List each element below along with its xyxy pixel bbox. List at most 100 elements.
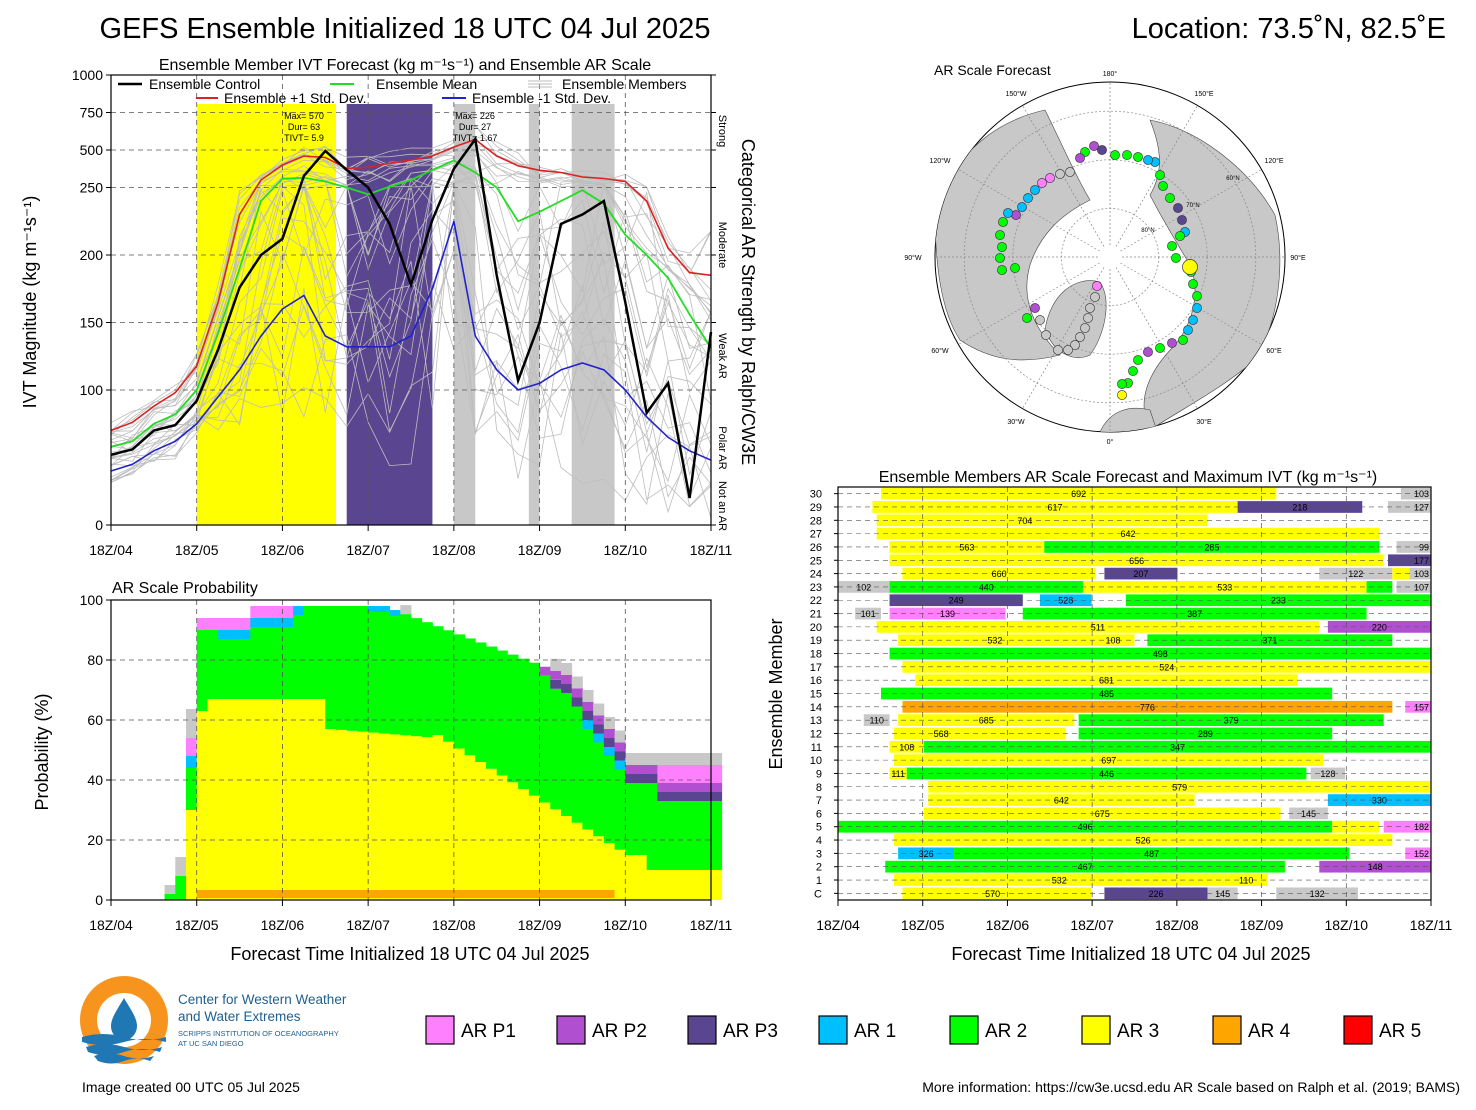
- member-label: 12: [810, 728, 822, 740]
- member-max-ivt: 157: [1414, 702, 1429, 712]
- cat-polar: Polar AR: [716, 426, 728, 469]
- map-point: [1110, 150, 1120, 160]
- prob-bar-arp1: [271, 606, 283, 618]
- legend-mean-label: Ensemble Mean: [376, 76, 477, 92]
- member-max-ivt: 249: [949, 596, 964, 606]
- prob-bar-arp3: [614, 751, 626, 761]
- member-max-ivt: 127: [1414, 502, 1429, 512]
- probability-gridlines: [111, 600, 711, 900]
- prob-bar-none: [571, 676, 583, 689]
- member-bar-ar3: [889, 740, 924, 753]
- legend-label: AR P1: [461, 1021, 516, 1042]
- legend-swatch: [1081, 1015, 1111, 1045]
- prob-bar-ar3: [593, 836, 605, 900]
- member-max-ivt: 568: [934, 729, 949, 739]
- y-tick-label: 40: [87, 772, 103, 788]
- prob-bar-ar3: [646, 870, 658, 900]
- lon-label: 30°E: [1196, 418, 1212, 426]
- map-point: [1083, 313, 1093, 323]
- prob-bar-ar3: [518, 789, 530, 900]
- map-point: [1177, 215, 1187, 225]
- lon-label: 60°W: [931, 347, 949, 355]
- meridian: [958, 262, 1100, 345]
- map-point: [1097, 145, 1107, 155]
- prob-bar-ar2: [314, 606, 326, 699]
- member-label: 6: [816, 808, 822, 820]
- prob-bar-ar2: [378, 612, 390, 734]
- prob-bar-ar2: [475, 642, 487, 762]
- legend-swatch: [556, 1015, 586, 1045]
- member-max-ivt: 207: [1133, 569, 1148, 579]
- prob-bar-arp1: [678, 765, 690, 783]
- member-max-ivt: 660: [992, 569, 1007, 579]
- member-max-ivt: 485: [1099, 689, 1114, 699]
- member-max-ivt: 526: [1136, 836, 1151, 846]
- map-point: [1035, 315, 1045, 325]
- map-point: [1085, 303, 1095, 313]
- map-point: [1070, 340, 1080, 350]
- prob-bar-ar3: [357, 731, 369, 900]
- water-drop-icon: [111, 998, 137, 1040]
- member-max-ivt: 524: [1159, 662, 1174, 672]
- member-max-ivt: 218: [1292, 502, 1307, 512]
- prob-bar-ar3: [603, 843, 615, 900]
- member-label: 26: [810, 542, 822, 554]
- prob-bar-arp2: [561, 675, 573, 684]
- member-max-ivt: 139: [940, 609, 955, 619]
- prob-bar-ar1: [282, 618, 294, 627]
- member-max-ivt: 656: [1129, 556, 1144, 566]
- member-max-ivt: 371: [1262, 636, 1277, 646]
- ar-category-legend: AR P1 AR P2 AR P3 AR 1 AR 2 AR 3 AR 4 AR 5: [425, 1015, 1421, 1045]
- y-tick-label: 1000: [72, 67, 103, 83]
- member-bar-ar2: [889, 647, 1431, 660]
- lon-label: 30°W: [1007, 418, 1025, 426]
- prob-bar-arp3: [711, 792, 723, 801]
- member-max-ivt: 148: [1368, 862, 1383, 872]
- x-tick-label: 18Z/07: [1070, 917, 1114, 933]
- y-tick-label: 100: [80, 382, 104, 398]
- member-max-ivt: 110: [869, 716, 883, 726]
- member-max-ivt: 528: [1058, 596, 1073, 606]
- meridian: [1022, 267, 1105, 409]
- prob-bar-ar3: [368, 732, 380, 900]
- prob-bar-ar3: [271, 699, 283, 900]
- prob-bar-ar3: [421, 737, 433, 900]
- member-bar-none: [1207, 887, 1238, 900]
- prob-bar-ar3: [389, 734, 401, 900]
- member-bar-ar3: [1082, 581, 1367, 593]
- x-tick-label: 18Z/05: [175, 917, 219, 933]
- prob-bar-ar1: [271, 618, 283, 627]
- prob-bar-arp1: [668, 765, 680, 783]
- prob-axis-ticks: 0 20 40 60 80 100 18Z/04 18Z/05 18Z/06 18Z/07 18Z/…: [80, 592, 733, 933]
- map-point: [1065, 167, 1075, 177]
- event2-tivt: TIVT= 1.67: [453, 133, 498, 143]
- map-point: [1117, 390, 1127, 400]
- prob-bar-ar2: [389, 616, 401, 735]
- member-bar-ar3: [876, 621, 1320, 633]
- prob-bar-ar3: [400, 735, 412, 900]
- prob-bar-ar2: [464, 638, 476, 756]
- member-bar-ar3: [1091, 634, 1135, 647]
- member-label: 8: [816, 782, 822, 794]
- prob-bar-ar3: [539, 802, 551, 900]
- ivt-y2label: Categorical AR Strength by Ralph/CW3E: [738, 139, 758, 465]
- prob-bar-arp3: [700, 792, 712, 801]
- map-point: [1053, 345, 1063, 355]
- prob-bar-arp3: [561, 684, 573, 693]
- map-point: [1192, 303, 1202, 313]
- member-max-ivt: 233: [1271, 596, 1286, 606]
- map-point: [1092, 281, 1102, 291]
- prob-bar-ar3: [239, 699, 251, 900]
- member-bar-ar3: [1082, 887, 1092, 900]
- member-max-ivt: 532: [1052, 876, 1067, 886]
- prob-bar-arp3: [668, 792, 680, 801]
- event1-dur: Dur= 63: [288, 122, 320, 132]
- prob-bar-arp1: [700, 765, 712, 783]
- member-max-ivt: 511: [1091, 622, 1105, 632]
- map-land: [935, 109, 1281, 432]
- map-point: [1090, 292, 1100, 302]
- y-tick-label: 100: [80, 592, 104, 608]
- prob-bar-ar2: [186, 768, 198, 810]
- prob-bar-ar2: [550, 688, 562, 810]
- member-label: 29: [810, 502, 822, 514]
